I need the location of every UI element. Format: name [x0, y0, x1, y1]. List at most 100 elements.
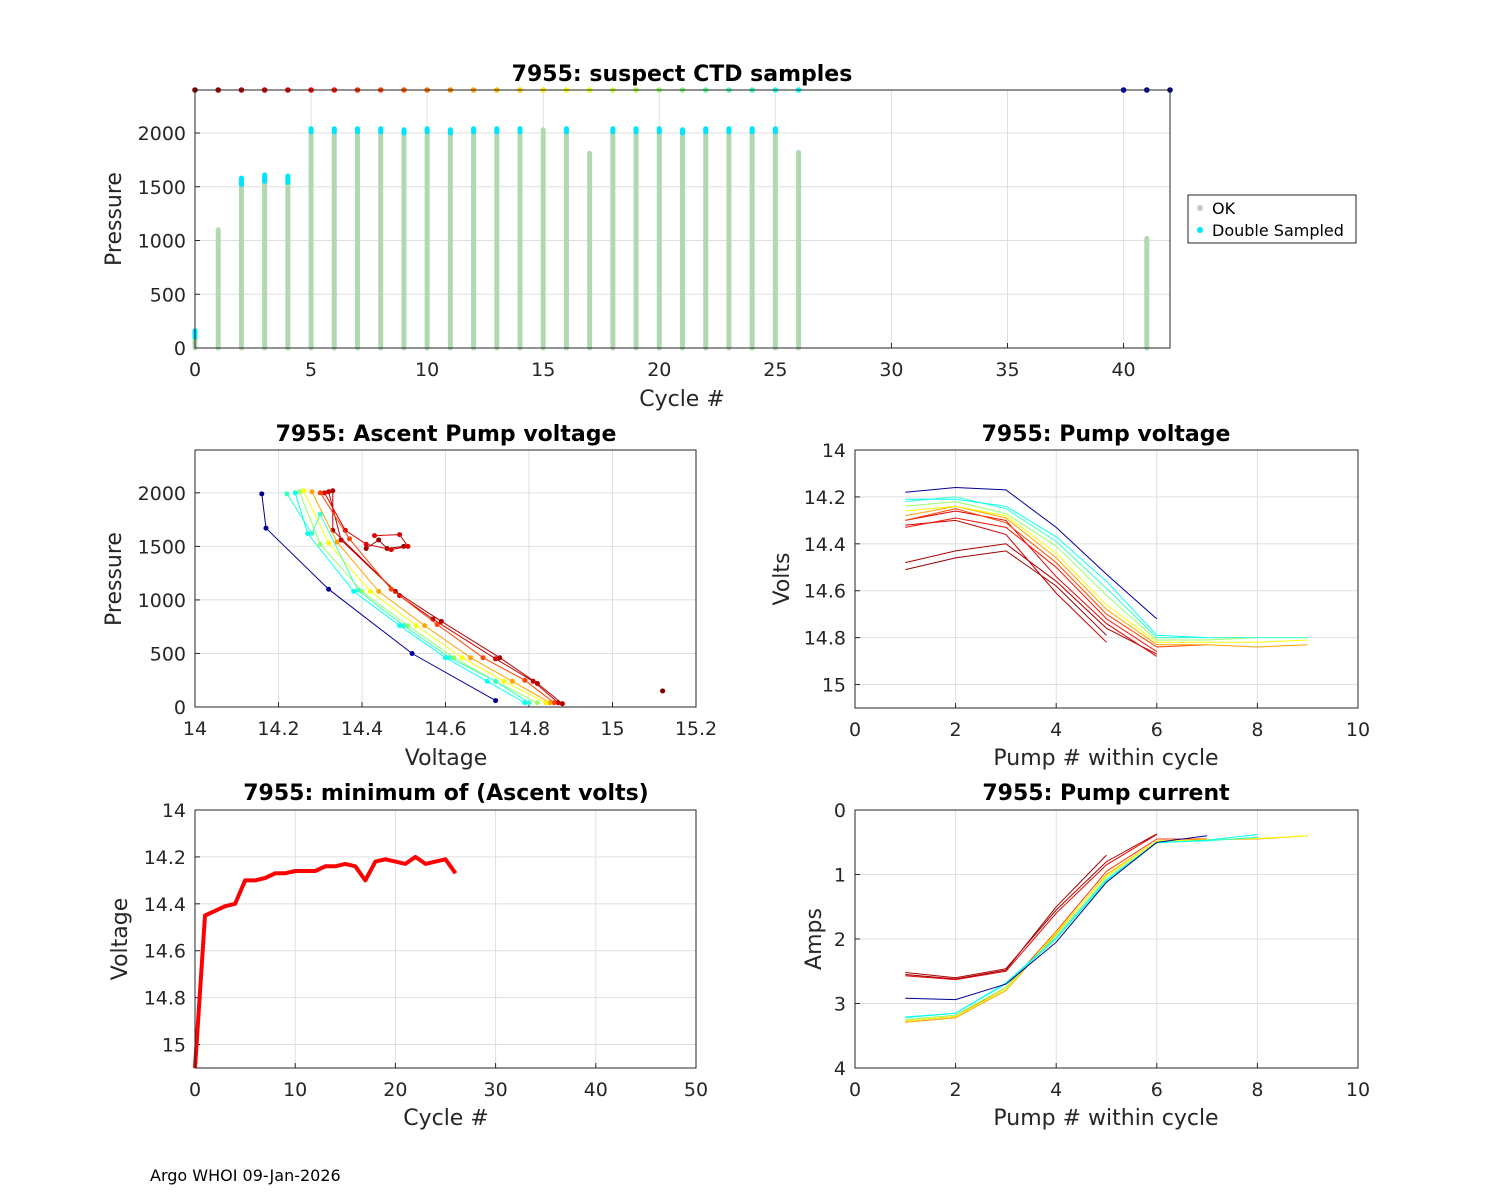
pumpc-series-cycle-1: [905, 854, 1107, 980]
ascent-point-cycle-20: [534, 700, 540, 706]
ascent-point-cycle-41: [326, 586, 332, 592]
ascent-point-cycle-12: [334, 539, 340, 545]
ascent-point-cycle-3: [326, 489, 332, 495]
y-tick-label: 2: [834, 929, 846, 951]
ascent-point-cycle-4: [388, 547, 394, 553]
ascent-point-cycle-0: [660, 688, 666, 694]
panel-pump-current: 0 2 4 6 8 10 0 1 2 3 4 7955: Pump current Pump # w…: [802, 781, 1370, 1131]
ascent-point-cycle-4: [405, 543, 411, 549]
x-tick-label: 30: [879, 359, 903, 381]
legend-box: [1187, 194, 1357, 244]
y-tick-label: 1500: [138, 177, 186, 199]
ascent-series-cycle-1: [365, 539, 404, 550]
ascent-point-cycle-8: [317, 490, 323, 496]
ascent-point-cycle-12: [309, 489, 315, 495]
chart-title: 7955: suspect CTD samples: [512, 62, 853, 87]
y-axis-label: Amps: [802, 908, 827, 970]
ascent-point-cycle-16: [301, 488, 307, 494]
ascent-point-cycle-12: [422, 623, 428, 629]
tick-labels: 0 2 4 6 8 10 0 1 2 3 4: [834, 800, 1370, 1101]
ascent-point-cycle-3: [338, 537, 344, 543]
x-tick-label: 8: [1251, 719, 1263, 741]
ascent-point-cycle-26: [522, 700, 528, 706]
panel-min-ascent-volts: 0 10 20 30 40 50 14 14.2 14.4 14.6 14.8 15 7955: mi…: [108, 781, 708, 1131]
y-tick-label: 15: [162, 1035, 186, 1057]
panel-ascent-pump-voltage: 14 14.2 14.4 14.6 14.8 15 15.2 0 500 1000 1500 2000…: [102, 422, 717, 771]
ascent-point-cycle-16: [413, 623, 419, 629]
ascent-point-cycle-8: [346, 536, 352, 542]
x-tick-label: 10: [415, 359, 439, 381]
x-tick-label: 40: [1111, 359, 1135, 381]
y-tick-label: 14.8: [804, 628, 846, 650]
y-tick-label: 1500: [138, 536, 186, 558]
chart-title: 7955: minimum of (Ascent volts): [243, 781, 649, 806]
ascent-series-cycle-24: [286, 493, 530, 704]
x-tick-label: 5: [305, 359, 317, 381]
tick-labels: 0 10 20 30 40 50 14 14.2 14.4 14.6 14.8 15: [144, 800, 708, 1101]
pumpc-series-cycle-4: [905, 834, 1158, 981]
ascent-point-cycle-2: [438, 618, 444, 624]
ascent-point-cycle-26: [484, 678, 490, 684]
axes-background: [855, 450, 1358, 708]
x-tick-label: 2: [950, 1079, 962, 1101]
data-marks: [193, 854, 458, 1069]
axes-frame: [194, 89, 1171, 349]
ascent-point-cycle-1: [363, 546, 369, 552]
x-tick-label: 6: [1151, 719, 1163, 741]
x-tick-label: 14.2: [257, 718, 299, 740]
ascent-point-cycle-4: [372, 533, 378, 539]
ascent-point-cycle-41: [493, 698, 499, 704]
panel-suspect-ctd: 0 5 10 15 20 25 30 35 40 0 500 1000 1500 2000 7955: s…: [102, 62, 1357, 412]
y-tick-label: 0: [834, 800, 846, 822]
ascent-point-cycle-4: [342, 527, 348, 533]
ascent-point-cycle-8: [522, 677, 528, 683]
axes-frame: [854, 449, 1359, 709]
y-tick-label: 500: [150, 284, 186, 306]
y-tick-label: 15: [822, 675, 846, 697]
x-tick-label: 10: [1346, 719, 1370, 741]
ascent-point-cycle-3: [493, 656, 499, 662]
x-axis-label: Pump # within cycle: [993, 746, 1218, 771]
x-axis-label: Voltage: [405, 746, 488, 771]
ascent-point-cycle-2: [534, 680, 540, 686]
pumpv-series-cycle-24: [905, 496, 1308, 639]
y-tick-label: 14.4: [804, 534, 846, 556]
y-axis-label: Pressure: [102, 532, 127, 626]
legend-double-label: Double Sampled: [1212, 221, 1344, 240]
y-tick-label: 14.6: [144, 941, 186, 963]
ascent-point-cycle-26: [351, 588, 357, 594]
data-marks: [905, 833, 1308, 1023]
x-tick-label: 0: [189, 1079, 201, 1101]
ascent-point-cycle-16: [326, 540, 332, 546]
pumpv-series-cycle-12: [905, 505, 1308, 648]
y-tick-label: 14: [822, 440, 846, 462]
pumpv-series-cycle-41: [905, 486, 1158, 620]
y-tick-label: 1000: [138, 590, 186, 612]
y-tick-label: 2000: [138, 123, 186, 145]
x-tick-label: 4: [1050, 719, 1062, 741]
ascent-point-cycle-12: [509, 678, 515, 684]
x-tick-label: 20: [383, 1079, 407, 1101]
ascent-point-cycle-24: [309, 531, 315, 537]
axes-frame: [194, 449, 697, 708]
ascent-point-cycle-1: [376, 537, 382, 543]
legend: OK Double Sampled: [1187, 194, 1357, 244]
ascent-point-cycle-41: [263, 525, 269, 531]
ascent-point-cycle-24: [526, 700, 532, 706]
tick-labels: 14 14.2 14.4 14.6 14.8 15 15.2 0 500 1000 1500 2000: [138, 483, 718, 740]
pumpv-series-cycle-26: [905, 498, 1208, 639]
y-tick-label: 0: [174, 338, 186, 360]
ascent-point-cycle-24: [493, 678, 499, 684]
y-tick-label: 14.4: [144, 894, 186, 916]
ascent-point-cycle-41: [259, 491, 265, 497]
chart-title: 7955: Pump voltage: [982, 422, 1231, 447]
pumpv-series-cycle-1: [905, 550, 1107, 636]
y-tick-label: 0: [174, 697, 186, 719]
y-tick-label: 3: [834, 994, 846, 1016]
y-tick-label: 14.2: [144, 847, 186, 869]
ascent-point-cycle-41: [409, 650, 415, 656]
x-tick-label: 14: [183, 718, 207, 740]
ascent-point-cycle-12: [468, 655, 474, 661]
pumpv-series-cycle-8: [905, 508, 1208, 648]
x-axis-label: Cycle #: [639, 387, 725, 412]
